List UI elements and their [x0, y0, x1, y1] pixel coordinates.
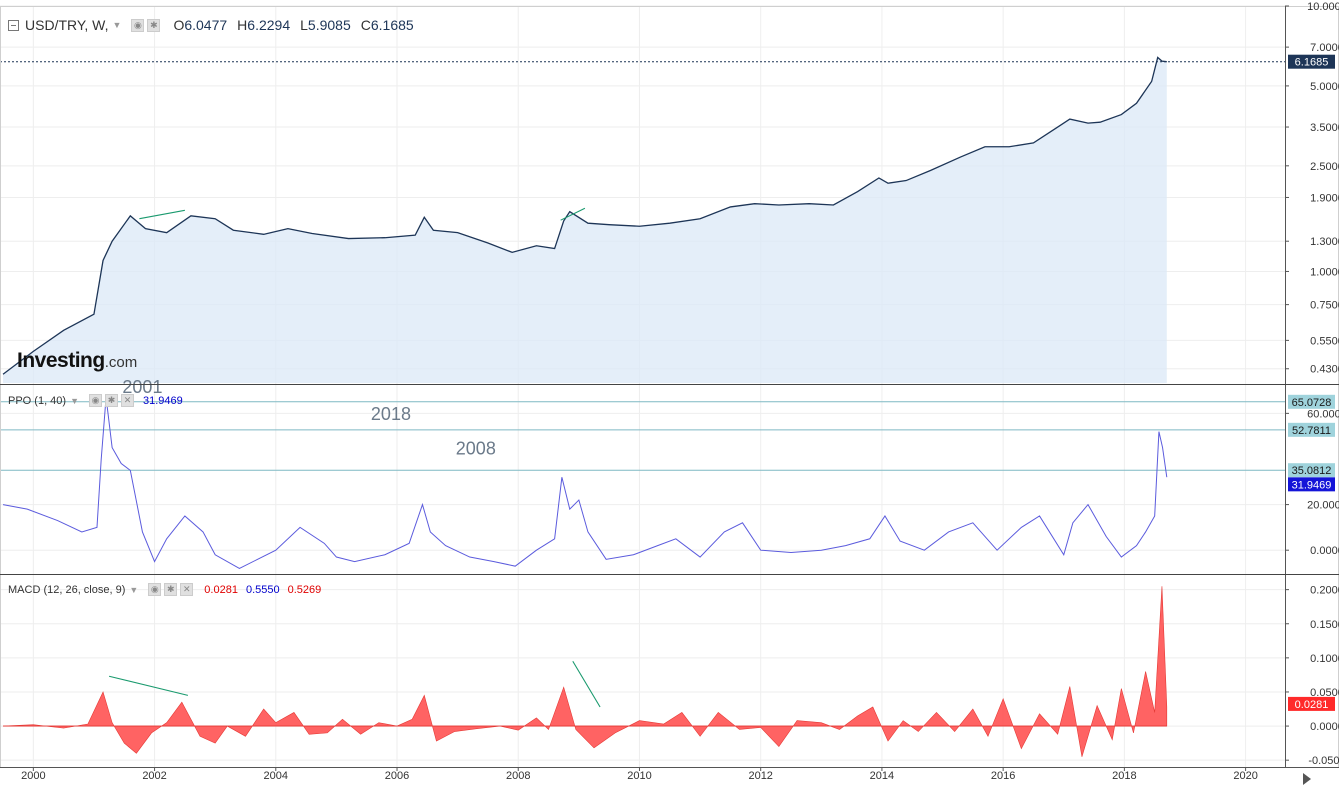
grid-lines [0, 5, 1285, 767]
x-tick-label: 2002 [142, 770, 166, 782]
x-tick-label: 2018 [1112, 770, 1136, 782]
gear-icon[interactable]: ✱ [105, 394, 118, 407]
ppo-label[interactable]: PPO (1, 40) [8, 394, 67, 407]
symbol-label[interactable]: USD/TRY, W, [25, 17, 109, 33]
y-tick-label: 1.9000 [1310, 192, 1339, 204]
eye-icon[interactable]: ◉ [131, 18, 145, 32]
trendline [108, 675, 189, 696]
ppo-last-badge: 31.9469 [1292, 479, 1332, 491]
x-tick-label: 2008 [506, 770, 530, 782]
y-tick-label: 3.5000 [1310, 122, 1339, 134]
open-value: 6.0477 [184, 17, 228, 33]
logo-suffix: .com [104, 354, 138, 371]
ppo-value: 31.9469 [143, 394, 183, 407]
chevron-down-icon[interactable]: ▼ [129, 584, 139, 595]
collapse-icon[interactable] [8, 19, 19, 31]
x-tick-label: 2006 [385, 770, 409, 782]
x-tick-label: 2014 [870, 770, 894, 782]
close-icon[interactable]: ✕ [180, 583, 194, 596]
price-area-fill [3, 57, 1167, 383]
chevron-down-icon[interactable]: ▼ [70, 395, 79, 406]
ppo-header: PPO (1, 40) ▼ ◉ ✱ ✕ 31.9469 [8, 394, 183, 407]
year-annotation: 2018 [371, 404, 411, 424]
level-badge: 65.0728 [1292, 397, 1332, 409]
high-label: H [237, 17, 248, 33]
year-annotation: 2001 [122, 377, 162, 397]
x-tick-label: 2016 [991, 770, 1015, 782]
x-tick-label: 2004 [264, 770, 288, 782]
macd-header: MACD (12, 26, close, 9) ▼ ◉ ✱ ✕ 0.0281 0… [8, 583, 321, 596]
level-badge-bg [1288, 463, 1335, 478]
chart-panels: 2001 2018 2008 [0, 56, 1285, 757]
macd-value-1: 0.0281 [204, 583, 238, 596]
close-icon[interactable]: ✕ [121, 394, 134, 407]
gear-icon[interactable]: ✱ [147, 18, 161, 32]
year-annotation: 2008 [456, 438, 496, 458]
level-badge: 35.0812 [1292, 465, 1332, 477]
gear-icon[interactable]: ✱ [164, 583, 178, 596]
macd-last-badge-bg [1288, 696, 1335, 711]
close-value: 6.1685 [370, 17, 414, 33]
scroll-right-icon [1303, 773, 1311, 785]
high-value: 6.2294 [247, 17, 291, 33]
investing-logo: Investing.com [17, 349, 137, 373]
y-tick-label: 0.4300 [1310, 364, 1339, 376]
x-tick-label: 2000 [21, 770, 45, 782]
ppo-last-badge-bg [1288, 477, 1335, 492]
chevron-down-icon[interactable]: ▼ [112, 20, 122, 30]
macd-value-3: 0.5269 [287, 583, 322, 596]
trendline [560, 207, 586, 221]
macd-label[interactable]: MACD (12, 26, close, 9) [8, 583, 126, 596]
level-badge: 52.7811 [1292, 425, 1331, 437]
x-tick-label: 2010 [627, 770, 651, 782]
price-last-badge-bg [1288, 54, 1335, 69]
ppo-line [2, 397, 1168, 570]
price-header: USD/TRY, W, ▼ ◉ ✱ O 6.0477 H 6.2294 L 5.908… [8, 17, 414, 33]
eye-icon[interactable]: ◉ [148, 583, 162, 596]
close-label: C [360, 17, 371, 33]
price-line [2, 56, 1167, 375]
open-label: O [173, 17, 185, 33]
x-tick-label: 2020 [1233, 770, 1257, 782]
macd-last-badge: 0.0281 [1295, 699, 1329, 711]
y-tick-label: 1.3000 [1310, 236, 1339, 248]
low-label: L [300, 17, 308, 33]
trendline [139, 209, 185, 220]
macd-value-2: 0.5550 [245, 583, 280, 596]
x-tick-label: 2012 [748, 770, 772, 782]
trendline [572, 660, 601, 708]
y-tick-label: 0.2000 [1310, 585, 1339, 597]
logo-brand: Investing [17, 349, 105, 372]
y-tick-label: 2.5000 [1310, 161, 1339, 173]
low-value: 5.9085 [307, 17, 351, 33]
level-badge-bg [1288, 422, 1335, 437]
eye-icon[interactable]: ◉ [89, 394, 102, 407]
price-last-badge: 6.1685 [1295, 57, 1329, 69]
level-badge-bg [1288, 394, 1335, 409]
macd-histogram [3, 586, 1168, 757]
